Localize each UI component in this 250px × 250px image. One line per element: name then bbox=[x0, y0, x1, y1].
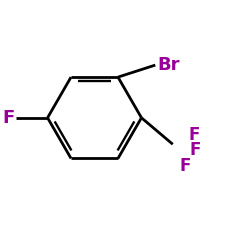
Text: F: F bbox=[188, 126, 200, 144]
Text: F: F bbox=[2, 109, 14, 127]
Text: Br: Br bbox=[157, 56, 180, 74]
Text: F: F bbox=[190, 141, 201, 159]
Text: F: F bbox=[180, 157, 191, 175]
